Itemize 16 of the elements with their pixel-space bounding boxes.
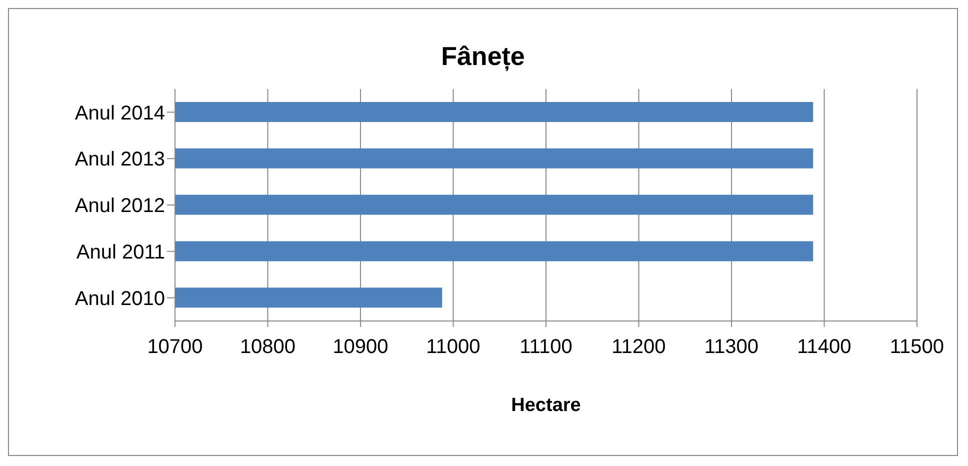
x-tick-label: 10700 [147, 336, 203, 358]
y-tick-label: Anul 2010 [74, 288, 165, 310]
y-tick-label: Anul 2014 [74, 102, 165, 124]
x-tick-label: 11500 [890, 336, 944, 358]
x-tick-label: 11400 [797, 336, 852, 358]
x-axis-title: Hectare [511, 395, 581, 416]
chart-title: Fânețe [440, 41, 526, 73]
y-tick-label: Anul 2013 [74, 148, 165, 171]
y-tick-label: Anul 2012 [74, 195, 165, 218]
x-tick-label: 11200 [612, 336, 666, 358]
x-tick-label: 11300 [704, 336, 759, 358]
y-tick-label: Anul 2011 [76, 242, 165, 264]
x-tick-label: 10900 [332, 336, 388, 358]
x-tick-label: 10800 [240, 336, 296, 358]
x-tick-label: 11100 [520, 336, 572, 358]
x-tick-label: 11000 [426, 336, 480, 358]
